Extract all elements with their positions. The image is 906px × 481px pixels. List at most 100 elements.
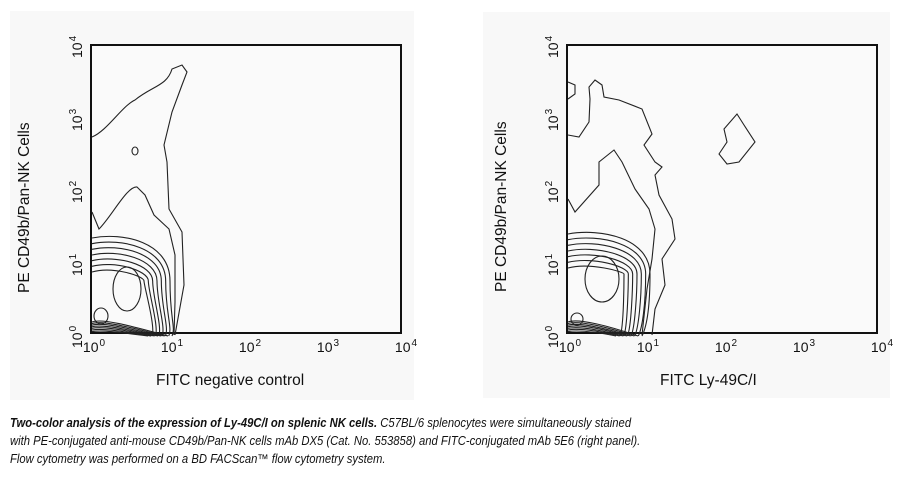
tick-base: 10 [545, 332, 561, 348]
y-axis-title: PE CD49b/Pan-NK Cells [16, 122, 33, 293]
contour-island [718, 113, 756, 165]
left-plot-area [90, 44, 402, 337]
x-tick-label: 103 [793, 338, 815, 355]
y-tick-label: 103 [68, 108, 85, 130]
contour-ring-lower [91, 325, 159, 337]
contour-ring [91, 263, 157, 337]
left-contours [91, 64, 188, 337]
tick-exponent: 4 [887, 338, 894, 349]
tick-exponent: 3 [68, 108, 79, 114]
contour-ring-lower [91, 323, 162, 337]
contour-ring [91, 252, 164, 337]
tick-exponent: 3 [809, 338, 816, 349]
tick-base: 10 [238, 339, 255, 355]
tick-exponent: 1 [68, 253, 79, 259]
y-tick-label: 102 [544, 181, 561, 203]
x-tick-label: 101 [637, 338, 659, 355]
tick-base: 10 [160, 339, 177, 355]
caption-line-2: with PE-conjugated anti-mouse CD49b/Pan-… [10, 434, 641, 448]
y-tick-label: 104 [544, 36, 561, 58]
contour-blob [131, 146, 139, 156]
caption-line-3: Flow cytometry was performed on a BD FAC… [10, 452, 386, 466]
contour-outer [567, 79, 676, 336]
contour-ring-lower [91, 328, 152, 337]
tick-base: 10 [558, 339, 575, 355]
contour-ring [567, 248, 638, 337]
caption-first-line: Two-color analysis of the expression of … [10, 414, 865, 432]
tick-base: 10 [545, 42, 561, 58]
contour-ring [91, 241, 171, 337]
tick-exponent: 3 [333, 338, 340, 349]
tick-base: 10 [69, 332, 85, 348]
tick-exponent: 2 [68, 180, 79, 187]
nested-contour-rings [567, 231, 651, 337]
contour-ring [567, 237, 647, 337]
x-tick-label: 100 [559, 338, 581, 355]
tick-exponent: 0 [99, 338, 106, 349]
tick-base: 10 [82, 339, 99, 355]
tick-base: 10 [69, 259, 85, 276]
tick-base: 10 [545, 114, 561, 131]
tick-base: 10 [545, 259, 561, 276]
contour-ring-lower [567, 323, 631, 337]
contour-ring [91, 247, 167, 337]
tick-exponent: 2 [731, 338, 738, 349]
tick-exponent: 4 [68, 35, 79, 42]
tick-exponent: 3 [544, 108, 555, 114]
y-axis-title: PE CD49b/Pan-NK Cells [493, 121, 510, 292]
x-tick-label: 102 [239, 338, 261, 355]
contour-ring-lower [567, 330, 617, 337]
tick-base: 10 [636, 339, 653, 355]
contour-core [112, 266, 142, 312]
contour-outer [91, 64, 188, 336]
y-tick-label: 102 [68, 181, 85, 203]
contour-top-lobe [567, 81, 576, 100]
contour-ring [567, 259, 629, 337]
y-tick-label: 100 [544, 326, 561, 348]
contour-ring [567, 254, 634, 337]
tick-exponent: 0 [575, 338, 582, 349]
contour-second [91, 186, 176, 336]
tick-exponent: 2 [544, 180, 555, 187]
right-panel: 100 100 101 101 102 102 103 103 104 104 FITC Ly-4… [483, 12, 893, 398]
left-panel: 100 100 101 101 102 102 103 103 104 104 FITC nega… [10, 11, 417, 400]
right-plot-area [566, 44, 878, 337]
tick-exponent: 0 [68, 325, 79, 332]
contour-ring-lower [567, 322, 635, 337]
contour-ring-lower [567, 327, 624, 337]
contour-ring [567, 243, 642, 337]
x-tick-label: 104 [871, 338, 893, 355]
contour-ring [91, 258, 161, 337]
tick-exponent: 4 [411, 338, 418, 349]
contour-ring-lower [91, 330, 149, 337]
tick-base: 10 [545, 187, 561, 203]
contour-ring-lower [567, 328, 620, 337]
y-tick-label: 101 [544, 253, 561, 275]
tick-base: 10 [69, 187, 85, 203]
contour-core [584, 255, 620, 303]
contour-ring-lower [91, 327, 155, 337]
tick-exponent: 0 [544, 325, 555, 332]
figure-caption: Two-color analysis of the expression of … [10, 414, 865, 468]
contour-low-core [93, 307, 109, 325]
tick-base: 10 [69, 114, 85, 131]
tick-base: 10 [870, 339, 887, 355]
tick-base: 10 [714, 339, 731, 355]
caption-line-1: C57BL/6 splenocytes were simultaneously … [377, 416, 632, 430]
tick-exponent: 4 [544, 35, 555, 42]
contour-ring [567, 265, 625, 337]
tick-base: 10 [792, 339, 809, 355]
contour-ring-lower [91, 322, 165, 337]
x-tick-label: 104 [395, 338, 417, 355]
contour-ring [91, 269, 154, 337]
tick-base: 10 [394, 339, 411, 355]
x-axis-title: FITC negative control [156, 372, 305, 389]
contour-second [567, 149, 656, 336]
x-tick-label: 101 [161, 338, 183, 355]
y-tick-label: 103 [544, 108, 561, 130]
x-tick-label: 103 [317, 338, 339, 355]
tick-base: 10 [316, 339, 333, 355]
tick-exponent: 1 [177, 338, 184, 349]
tick-exponent: 1 [544, 253, 555, 259]
x-tick-label: 100 [83, 338, 105, 355]
